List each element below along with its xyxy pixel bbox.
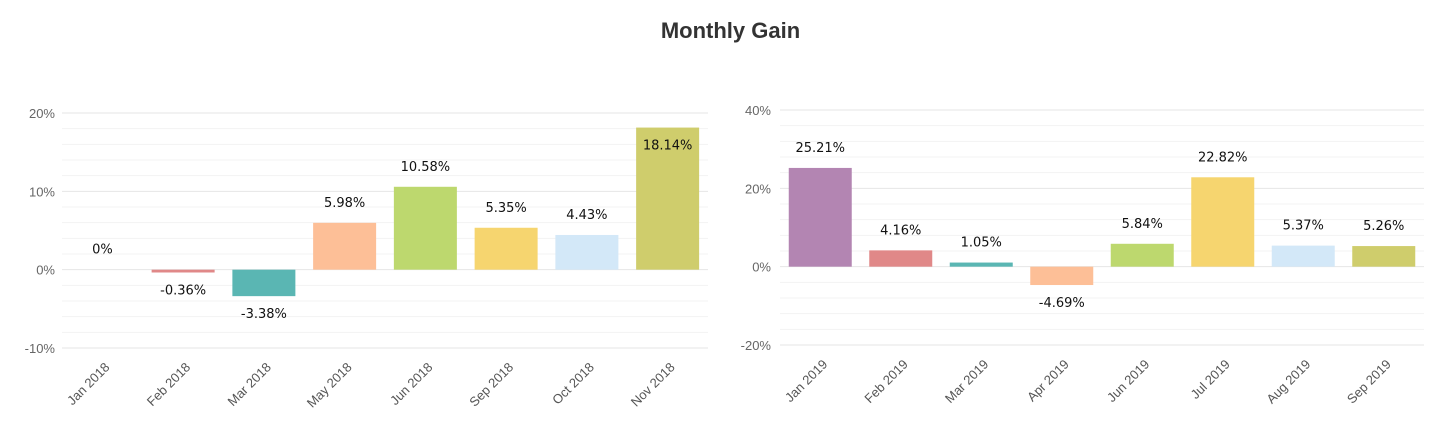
monthly-gain-chart-2019: -20% 0% 20% 40% 25.21% Jan 2019 4.16% Feb 2019 1… xyxy=(741,103,1424,407)
bar[interactable] xyxy=(474,227,538,270)
data-label: 4.16% xyxy=(880,223,921,238)
data-label: 22.82% xyxy=(1198,150,1248,165)
y-tick-label: 0% xyxy=(36,263,55,278)
y-tick-label: 10% xyxy=(29,184,55,199)
bar[interactable] xyxy=(555,234,619,270)
x-tick-label: Oct 2018 xyxy=(549,360,597,408)
x-tick-label: May 2018 xyxy=(304,360,355,411)
data-label: 5.26% xyxy=(1363,219,1404,234)
bar[interactable] xyxy=(232,269,296,297)
x-tick-label: Sep 2018 xyxy=(466,360,516,410)
monthly-gain-chart-2018: -10% 0% 10% 20% 0% Jan 2018 -0.36% Feb 2018 -3.3… xyxy=(25,106,708,411)
bar[interactable] xyxy=(1191,177,1255,267)
y-tick-label: 20% xyxy=(29,106,55,121)
data-label: 5.98% xyxy=(324,196,365,211)
y-tick-label: -20% xyxy=(741,338,772,353)
bar[interactable] xyxy=(151,269,215,273)
x-tick-label: Jul 2019 xyxy=(1188,357,1233,402)
data-label: 4.43% xyxy=(566,208,607,223)
data-label: 1.05% xyxy=(961,236,1002,251)
data-label: 5.35% xyxy=(485,201,526,216)
bar[interactable] xyxy=(1030,266,1094,286)
x-tick-label: Sep 2019 xyxy=(1344,357,1394,407)
x-tick-label: Apr 2019 xyxy=(1024,357,1072,405)
data-label: 25.21% xyxy=(795,141,845,156)
data-label: 10.58% xyxy=(401,160,451,175)
y-tick-label: 0% xyxy=(752,260,771,275)
data-label: 18.14% xyxy=(643,139,693,154)
x-tick-label: Aug 2019 xyxy=(1263,357,1313,407)
bar[interactable] xyxy=(788,167,852,267)
data-label: -4.69% xyxy=(1039,296,1085,311)
y-tick-label: 20% xyxy=(745,181,771,196)
x-tick-label: Jan 2019 xyxy=(782,357,830,405)
data-label: 5.37% xyxy=(1283,219,1324,234)
x-tick-label: Mar 2018 xyxy=(225,360,274,409)
y-tick-label: -10% xyxy=(25,341,56,356)
x-tick-label: Nov 2018 xyxy=(628,360,678,410)
bar[interactable] xyxy=(393,186,457,270)
x-tick-label: Feb 2019 xyxy=(861,357,910,406)
x-tick-label: Mar 2019 xyxy=(942,357,991,406)
data-label: -0.36% xyxy=(160,283,206,298)
page-title: Monthly Gain xyxy=(660,18,801,43)
x-tick-label: Jan 2018 xyxy=(64,360,112,408)
bar[interactable] xyxy=(313,222,377,270)
bar[interactable] xyxy=(1352,246,1416,267)
data-label: 0% xyxy=(92,243,113,258)
bar[interactable] xyxy=(949,262,1013,267)
x-tick-label: Jun 2019 xyxy=(1104,357,1152,405)
y-tick-label: 40% xyxy=(745,103,771,118)
data-label: -3.38% xyxy=(241,307,287,322)
bar[interactable] xyxy=(1110,243,1174,267)
bar[interactable] xyxy=(1271,245,1335,267)
data-label: 5.84% xyxy=(1122,217,1163,232)
x-tick-label: Feb 2018 xyxy=(144,360,193,409)
bar[interactable] xyxy=(636,127,700,270)
bar[interactable] xyxy=(869,250,933,267)
x-tick-label: Jun 2018 xyxy=(387,360,435,408)
